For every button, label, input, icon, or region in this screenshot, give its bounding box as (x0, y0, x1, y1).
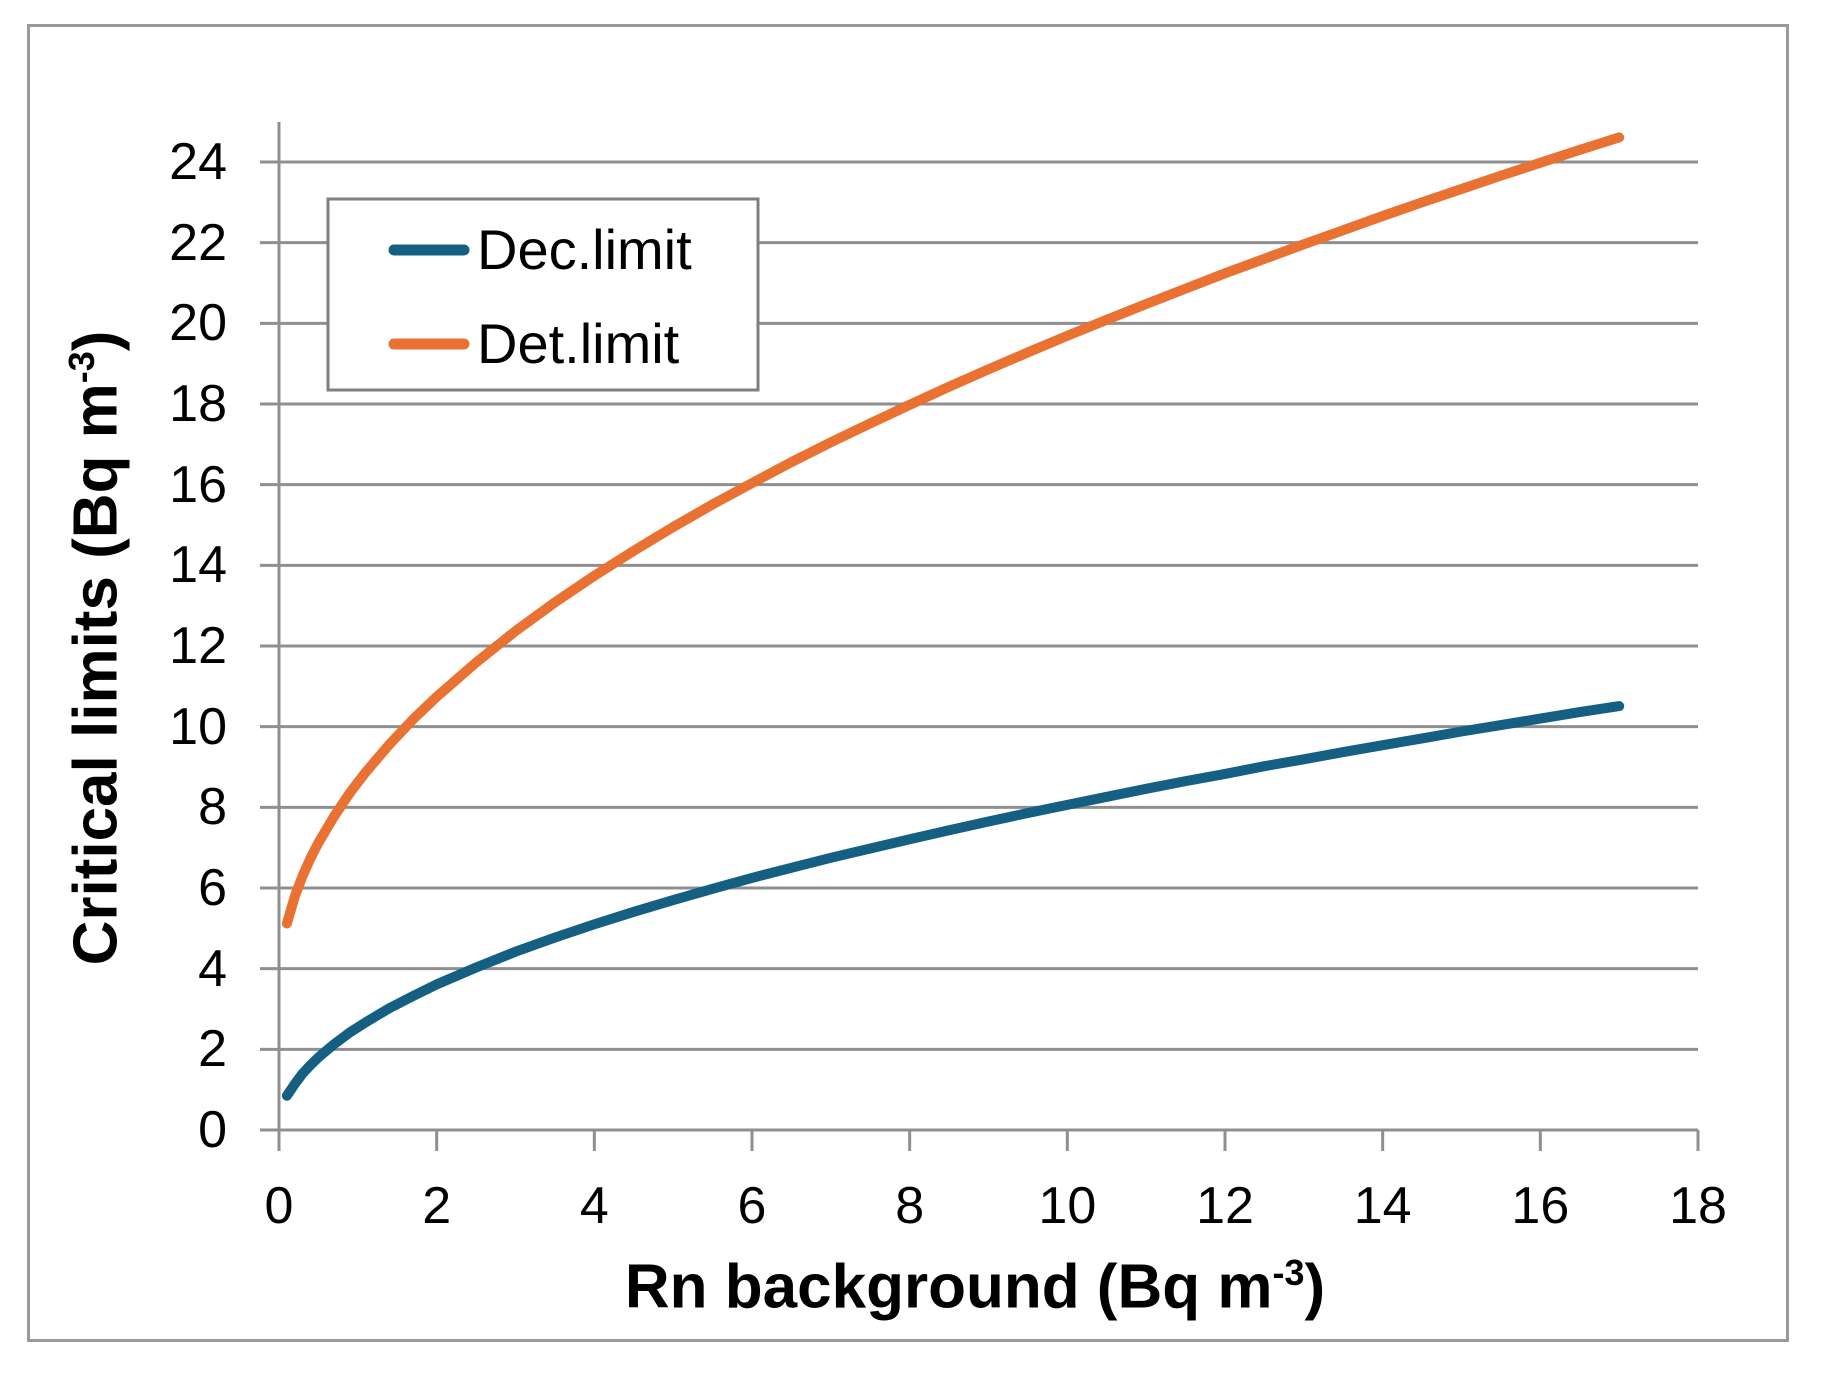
legend-box (326, 197, 760, 392)
figure-border (27, 24, 1789, 1342)
series-line-det-limit (281, 132, 1625, 929)
series-line-dec-limit (281, 701, 1625, 1101)
